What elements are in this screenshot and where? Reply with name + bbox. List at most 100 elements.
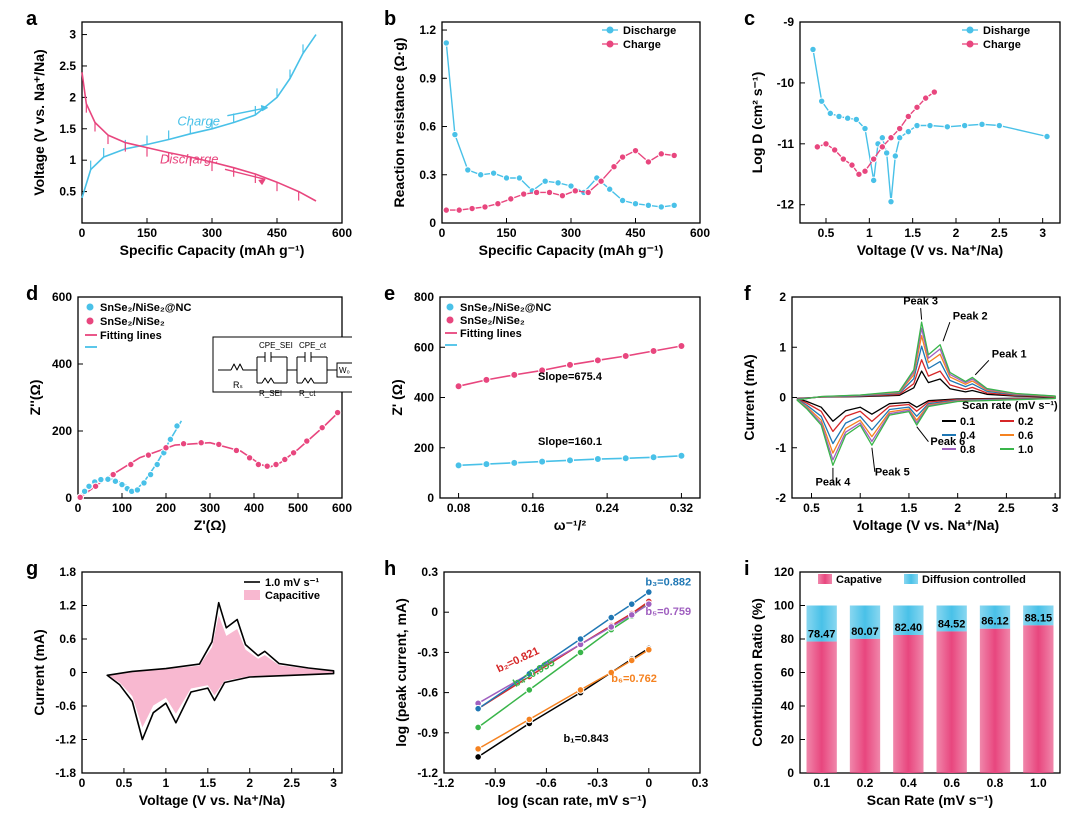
svg-text:2.5: 2.5	[283, 776, 300, 790]
svg-text:-0.9: -0.9	[417, 726, 438, 740]
svg-text:300: 300	[200, 501, 220, 515]
svg-text:2: 2	[953, 226, 960, 240]
svg-text:200: 200	[52, 424, 72, 438]
svg-text:Scan Rate (mV s⁻¹): Scan Rate (mV s⁻¹)	[867, 792, 993, 808]
svg-text:Z'(Ω): Z'(Ω)	[194, 517, 226, 533]
svg-text:0.6: 0.6	[1018, 430, 1033, 442]
svg-text:-11: -11	[777, 137, 794, 151]
svg-text:Z''(Ω): Z''(Ω)	[27, 380, 43, 416]
svg-text:Slope=675.4: Slope=675.4	[538, 371, 603, 383]
panel-label: e	[384, 283, 395, 306]
svg-text:R_ct: R_ct	[299, 389, 316, 398]
svg-text:0.1: 0.1	[960, 416, 975, 428]
svg-text:0: 0	[431, 605, 438, 619]
svg-text:0.6: 0.6	[943, 776, 960, 790]
svg-text:Voltage (V vs. Na⁺/Na): Voltage (V vs. Na⁺/Na)	[857, 242, 1003, 258]
svg-text:2: 2	[246, 776, 253, 790]
svg-text:1.5: 1.5	[199, 776, 216, 790]
svg-text:-0.9: -0.9	[485, 776, 506, 790]
svg-text:500: 500	[288, 501, 308, 515]
svg-text:100: 100	[112, 501, 132, 515]
svg-text:Rₛ: Rₛ	[233, 380, 243, 390]
svg-text:Current (mA): Current (mA)	[741, 354, 757, 440]
svg-text:0.24: 0.24	[595, 501, 619, 515]
svg-text:Peak 2: Peak 2	[953, 311, 988, 323]
svg-text:86.12: 86.12	[981, 616, 1009, 628]
svg-text:0.6: 0.6	[419, 120, 436, 134]
svg-text:3: 3	[1052, 501, 1059, 515]
svg-text:2.5: 2.5	[991, 226, 1008, 240]
svg-text:40: 40	[781, 699, 795, 713]
svg-text:1: 1	[857, 501, 864, 515]
panel-label: f	[744, 283, 751, 306]
svg-text:ω⁻¹/²: ω⁻¹/²	[554, 517, 587, 533]
svg-text:0.4: 0.4	[960, 430, 976, 442]
panel-i: i020406080100120Scan Rate (mV s⁻¹)Contri…	[740, 560, 1070, 815]
svg-text:0: 0	[65, 491, 72, 505]
svg-text:Fitting lines: Fitting lines	[100, 330, 162, 342]
svg-text:-0.6: -0.6	[417, 686, 438, 700]
svg-text:0: 0	[787, 766, 794, 780]
svg-text:0.2: 0.2	[857, 776, 874, 790]
svg-text:0.3: 0.3	[421, 565, 438, 579]
panel-label: a	[26, 8, 37, 31]
svg-text:-1.2: -1.2	[55, 733, 76, 747]
svg-text:84.52: 84.52	[938, 618, 966, 630]
svg-text:-1.8: -1.8	[55, 766, 76, 780]
panel-label: b	[384, 8, 396, 31]
svg-text:200: 200	[414, 441, 434, 455]
svg-text:Diffusion controlled: Diffusion controlled	[922, 574, 1026, 586]
svg-text:0.5: 0.5	[116, 776, 133, 790]
panel-b: b015030045060000.30.60.91.2Specific Capa…	[380, 10, 710, 265]
svg-text:600: 600	[690, 226, 710, 240]
svg-text:W₀: W₀	[339, 366, 350, 375]
svg-text:SnSe₂/NiSe₂: SnSe₂/NiSe₂	[100, 316, 165, 328]
panel-c: c0.511.522.53-12-11-10-9Voltage (V vs. N…	[740, 10, 1070, 265]
svg-text:1.0: 1.0	[1018, 444, 1033, 456]
svg-text:300: 300	[561, 226, 581, 240]
svg-text:0.9: 0.9	[419, 71, 436, 85]
panel-a: a01503004506000.511.522.53Specific Capac…	[22, 10, 352, 265]
svg-text:0: 0	[645, 776, 652, 790]
panel-f: f0.511.522.53-2-1012Voltage (V vs. Na⁺/N…	[740, 285, 1070, 540]
svg-text:0.4: 0.4	[900, 776, 917, 790]
svg-text:-9: -9	[783, 15, 794, 29]
svg-text:log (peak current, mA): log (peak current, mA)	[393, 598, 409, 747]
svg-text:-0.6: -0.6	[55, 699, 76, 713]
svg-text:Contribution Ratio (%): Contribution Ratio (%)	[749, 598, 765, 747]
svg-text:Capacitive: Capacitive	[265, 590, 320, 602]
svg-text:300: 300	[202, 226, 222, 240]
svg-text:1.2: 1.2	[419, 23, 436, 37]
svg-text:1: 1	[779, 340, 786, 354]
svg-text:2.5: 2.5	[998, 501, 1015, 515]
svg-text:1.0: 1.0	[1030, 776, 1047, 790]
svg-text:-0.3: -0.3	[587, 776, 608, 790]
svg-text:80.07: 80.07	[851, 626, 879, 638]
panel-h: h-1.2-0.9-0.6-0.300.3-1.2-0.9-0.6-0.300.…	[380, 560, 710, 815]
svg-text:0: 0	[79, 776, 86, 790]
svg-text:600: 600	[332, 501, 352, 515]
svg-text:0: 0	[427, 491, 434, 505]
panel-label: c	[744, 8, 755, 31]
svg-text:0.1: 0.1	[813, 776, 830, 790]
svg-text:100: 100	[774, 599, 794, 613]
svg-text:1.5: 1.5	[901, 501, 918, 515]
svg-text:78.47: 78.47	[808, 629, 836, 641]
svg-text:0: 0	[79, 226, 86, 240]
svg-text:150: 150	[137, 226, 157, 240]
svg-text:SnSe₂/NiSe₂: SnSe₂/NiSe₂	[460, 315, 525, 327]
svg-text:82.40: 82.40	[895, 622, 923, 634]
svg-text:Charge: Charge	[177, 114, 220, 129]
svg-text:Reaction resistance (Ω·g): Reaction resistance (Ω·g)	[391, 38, 407, 208]
svg-text:0.8: 0.8	[960, 444, 975, 456]
svg-text:Charge: Charge	[983, 39, 1021, 51]
panel-e: e0.080.160.240.320200400600800ω⁻¹/²Z' (Ω…	[380, 285, 710, 540]
svg-text:1.0 mV s⁻¹: 1.0 mV s⁻¹	[265, 577, 319, 589]
svg-text:log (scan rate, mV s⁻¹): log (scan rate, mV s⁻¹)	[498, 792, 647, 808]
svg-text:200: 200	[156, 501, 176, 515]
svg-text:2.5: 2.5	[59, 59, 76, 73]
svg-text:2: 2	[779, 290, 786, 304]
svg-text:Peak 3: Peak 3	[903, 296, 938, 308]
svg-text:Peak 1: Peak 1	[992, 348, 1027, 360]
panel-g: g00.511.522.53-1.8-1.2-0.600.61.21.8Volt…	[22, 560, 352, 815]
